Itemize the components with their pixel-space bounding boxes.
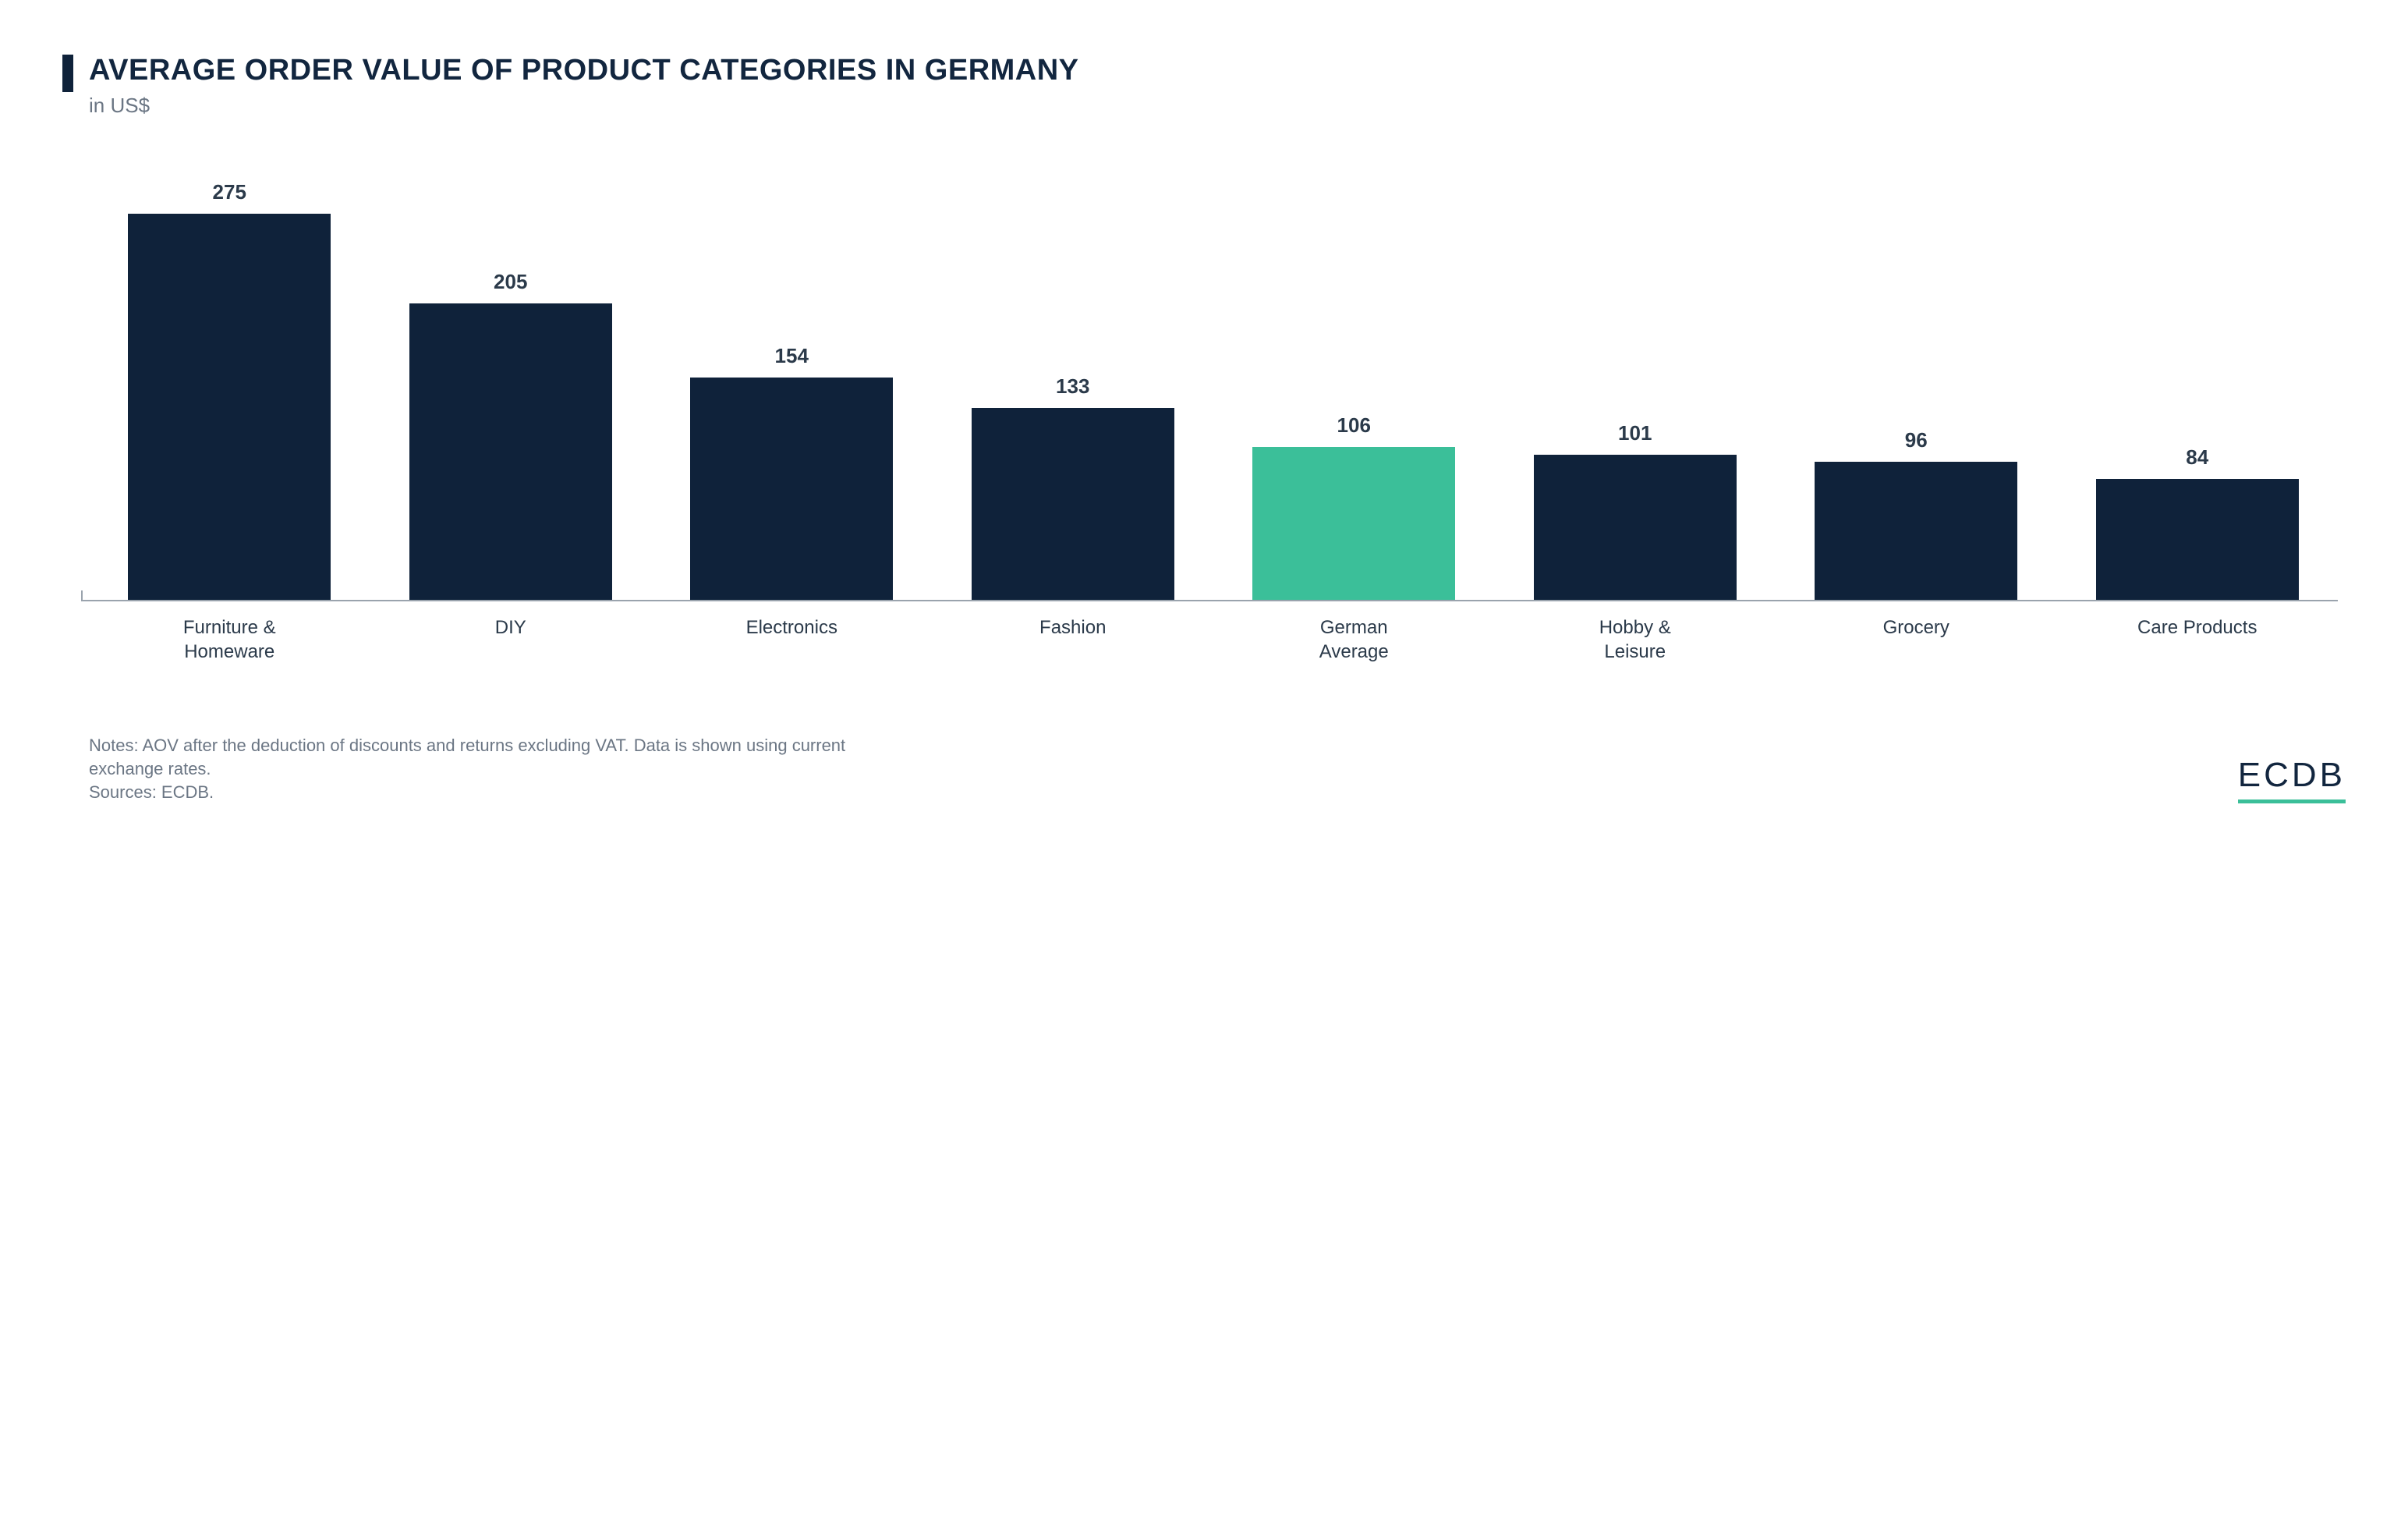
- bar-rect: [1815, 462, 2017, 601]
- footnote-notes: Notes: AOV after the deduction of discou…: [89, 734, 884, 780]
- x-axis-label: DIY: [370, 615, 652, 664]
- bar-rect: [690, 378, 893, 601]
- footnotes: Notes: AOV after the deduction of discou…: [89, 734, 884, 803]
- bar-value-label: 154: [775, 344, 809, 368]
- bar-rect: [1534, 455, 1737, 601]
- bar-value-label: 275: [213, 180, 246, 204]
- bar-slot: 275: [89, 180, 370, 601]
- bar-rect: [409, 303, 612, 601]
- bar-slot: 154: [651, 180, 933, 601]
- bar-slot: 96: [1776, 180, 2057, 601]
- bar-value-label: 205: [494, 270, 527, 294]
- chart-footer: Notes: AOV after the deduction of discou…: [89, 734, 2346, 803]
- bar-rect: [1252, 447, 1455, 601]
- x-axis-line: [81, 600, 2338, 601]
- x-axis-label: Care Products: [2057, 615, 2339, 664]
- bar-slot: 205: [370, 180, 652, 601]
- title-accent-bar: [62, 55, 73, 92]
- bars-container: 275 205 154 133 106 101 96 84: [89, 180, 2338, 601]
- bar-value-label: 96: [1905, 428, 1928, 452]
- x-axis-label: Grocery: [1776, 615, 2057, 664]
- brand-logo-underline: [2238, 800, 2346, 803]
- x-axis-label: GermanAverage: [1213, 615, 1495, 664]
- bar-rect: [2096, 479, 2299, 601]
- x-axis-label: Hobby &Leisure: [1495, 615, 1776, 664]
- bar-slot: 106: [1213, 180, 1495, 601]
- x-axis-label: Furniture &Homeware: [89, 615, 370, 664]
- x-axis-tick: [81, 590, 83, 601]
- brand-logo-text: ECDB: [2238, 756, 2346, 795]
- bar-value-label: 101: [1618, 421, 1652, 445]
- x-axis-label: Electronics: [651, 615, 933, 664]
- x-axis-label: Fashion: [933, 615, 1214, 664]
- brand-logo: ECDB: [2238, 756, 2346, 803]
- bar-value-label: 84: [2186, 445, 2208, 470]
- bar-slot: 101: [1495, 180, 1776, 601]
- chart-subtitle: in US$: [89, 94, 1079, 118]
- footnote-sources: Sources: ECDB.: [89, 781, 884, 804]
- chart-title: AVERAGE ORDER VALUE OF PRODUCT CATEGORIE…: [89, 55, 1079, 87]
- x-axis-labels: Furniture &HomewareDIYElectronicsFashion…: [89, 615, 2338, 664]
- bar-chart: 275 205 154 133 106 101 96 84 Furniture &Homewa…: [89, 180, 2338, 664]
- bar-rect: [972, 408, 1174, 601]
- bar-rect: [128, 214, 331, 601]
- bar-slot: 84: [2057, 180, 2339, 601]
- chart-header: AVERAGE ORDER VALUE OF PRODUCT CATEGORIE…: [62, 55, 2346, 118]
- bar-value-label: 133: [1056, 374, 1089, 399]
- bar-slot: 133: [933, 180, 1214, 601]
- bar-value-label: 106: [1337, 413, 1371, 438]
- title-wrap: AVERAGE ORDER VALUE OF PRODUCT CATEGORIE…: [89, 55, 1079, 118]
